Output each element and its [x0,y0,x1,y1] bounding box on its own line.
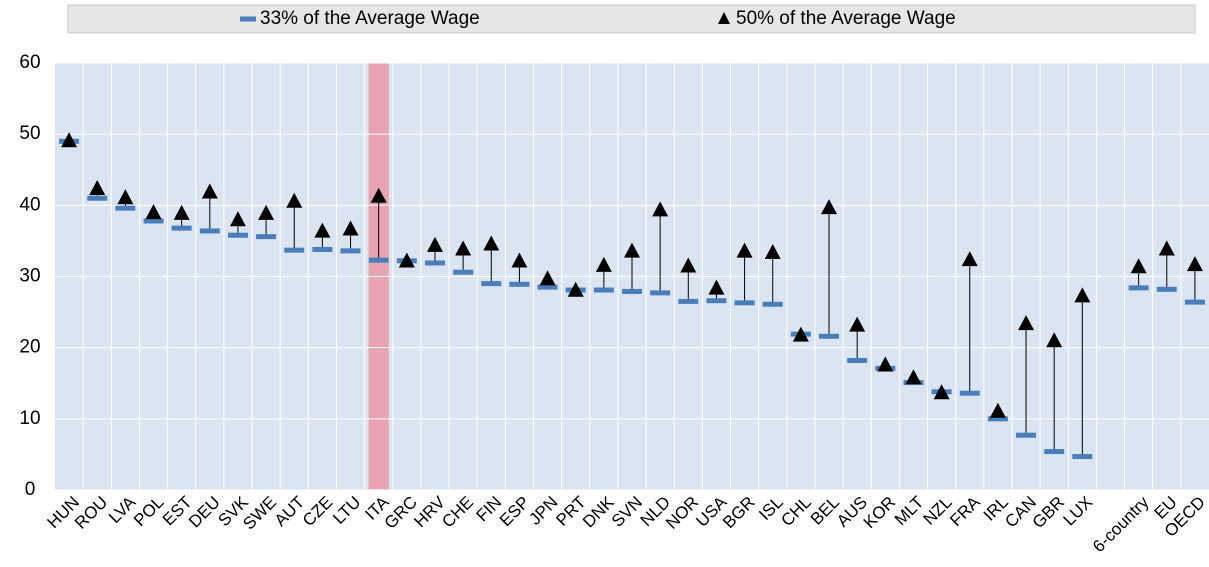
triangle-marker [539,270,556,286]
triangle-marker [201,183,218,199]
triangle-marker [61,132,78,148]
dash-marker [87,195,108,201]
triangle-marker [933,384,950,400]
dash-marker [115,205,136,211]
dash-marker [284,247,305,253]
dash-marker [424,260,445,266]
dash-marker [819,333,840,339]
dash-marker [959,390,980,396]
dash-marker [312,246,333,252]
y-tick-label: 20 [19,337,40,358]
triangle-marker [89,179,106,195]
dash-marker [227,232,248,238]
dash-marker [453,269,474,275]
triangle-marker [821,199,838,215]
legend-box [67,4,1196,34]
triangle-marker [764,244,781,260]
dash-marker [256,234,277,240]
legend-label: 33% of the Average Wage [260,8,480,29]
dash-marker [622,288,642,294]
triangle-marker [624,242,640,258]
triangle-marker [229,211,246,227]
y-tick-label: 0 [25,479,36,500]
dash-marker [734,300,755,306]
triangle-marker [483,235,500,251]
dash-marker [199,228,220,234]
triangle-marker [1130,258,1147,274]
dash-marker [1156,286,1177,292]
dash-marker [847,357,868,363]
triangle-marker [905,369,922,385]
triangle-marker [708,279,725,295]
triangle-marker [989,402,1006,418]
dash-marker [706,298,727,304]
triangle-marker [398,252,415,268]
triangle-marker [1158,240,1175,256]
dash-marker [143,218,164,224]
dash-marker [171,225,192,231]
triangle-marker [1046,332,1063,348]
triangle-marker [286,192,303,208]
dash-marker [481,281,502,287]
dash-marker [987,416,1008,422]
dash-marker [368,257,389,263]
triangle-marker [426,236,443,252]
dash-marker [650,290,671,296]
dash-marker [1016,432,1037,438]
triangle-marker [1074,287,1091,303]
triangle-marker [1018,315,1035,331]
legend-marker [240,16,256,22]
y-tick-label: 50 [19,123,40,144]
triangle-marker [1186,256,1203,272]
y-tick-label: 10 [19,408,40,429]
dash-marker [537,284,558,290]
triangle-marker [961,251,978,267]
triangle-marker [652,201,669,217]
triangle-marker [792,326,809,342]
dash-marker [762,301,783,307]
triangle-marker [342,220,359,236]
legend-marker [718,12,730,24]
triangle-marker [173,204,190,220]
triangle-marker [258,204,275,220]
dash-marker [1184,299,1205,305]
y-tick-label: 60 [19,52,40,73]
y-tick-label: 30 [19,266,40,287]
dash-marker [593,287,614,293]
triangle-marker [736,242,753,258]
triangle-marker [877,356,894,372]
triangle-marker [145,204,162,220]
triangle-marker [567,281,584,297]
triangle-marker [595,256,612,272]
dash-marker [509,281,530,287]
dash-marker [340,248,361,254]
dash-marker [1128,285,1149,291]
triangle-marker [117,189,134,205]
dash-marker [1044,449,1065,455]
triangle-marker [680,257,697,273]
triangle-marker [455,240,472,256]
dash-marker [678,298,699,304]
y-tick-label: 40 [19,194,40,215]
triangle-marker [511,252,528,268]
dash-marker [1072,454,1093,460]
triangle-marker [314,222,331,238]
triangle-marker [370,187,387,203]
triangle-marker [849,316,866,332]
legend-label: 50% of the Average Wage [736,8,956,29]
